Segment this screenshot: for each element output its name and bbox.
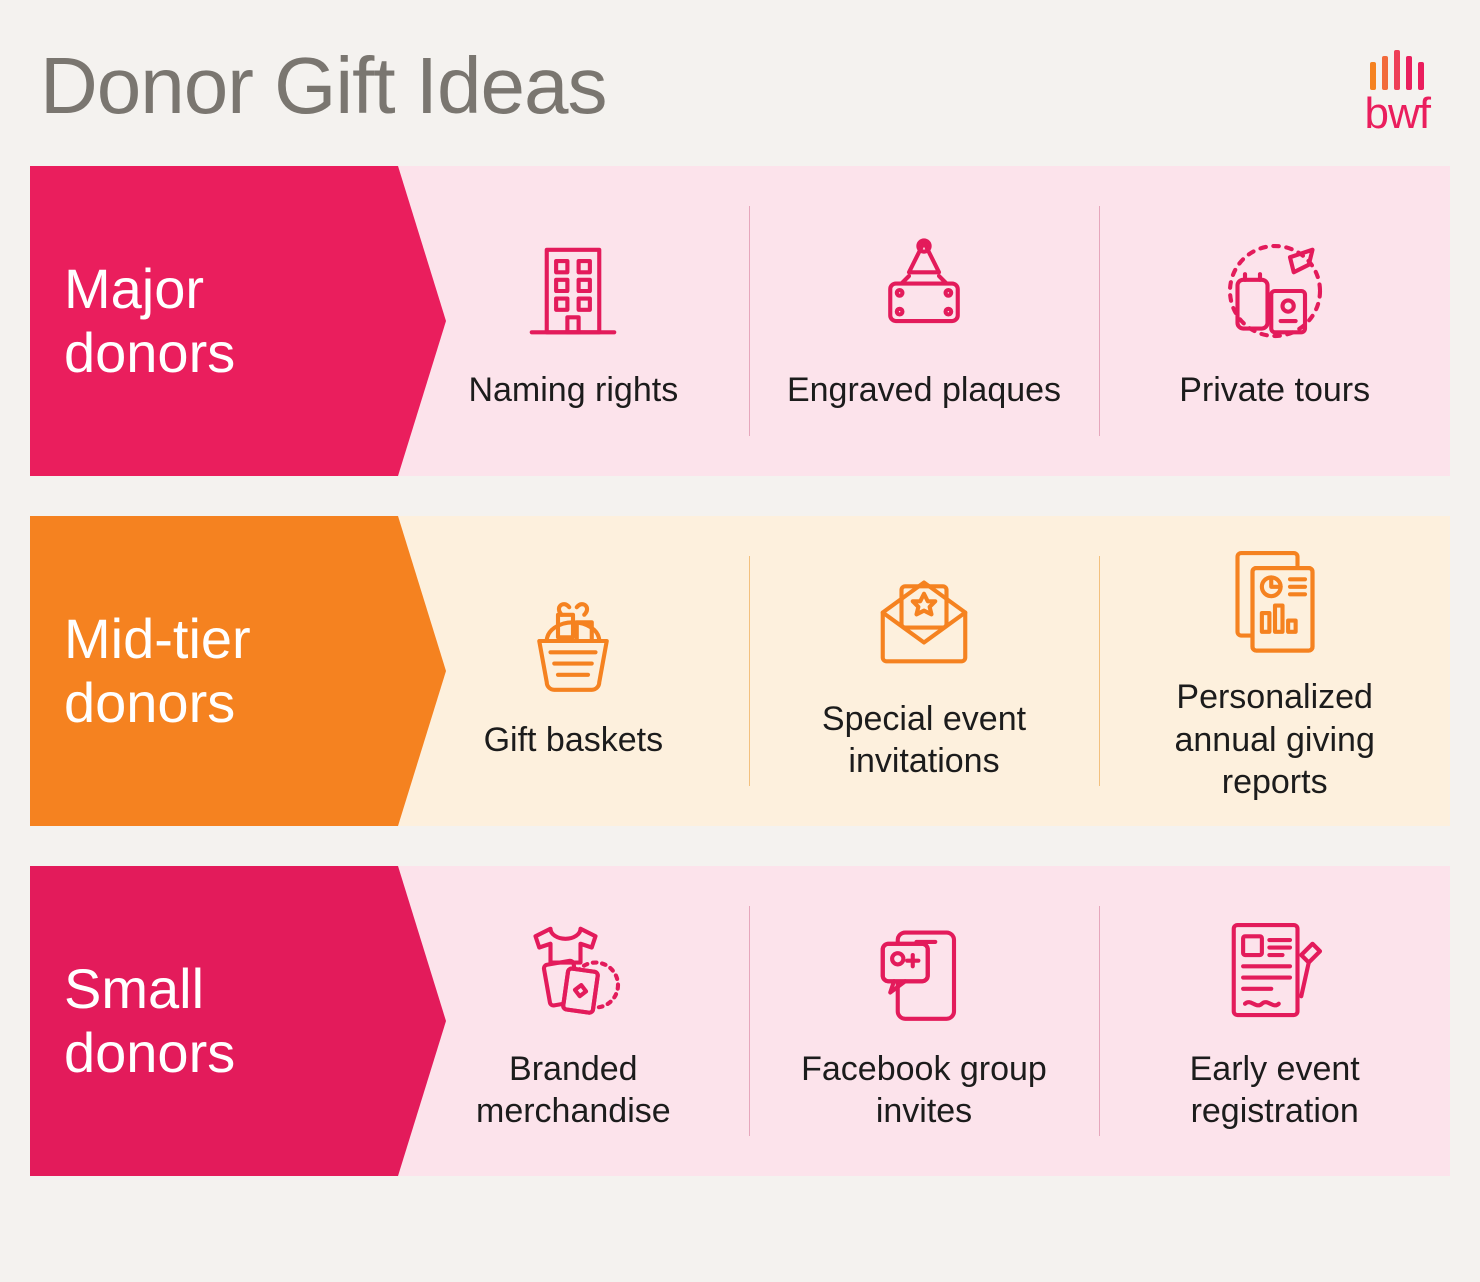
- form-icon: [1215, 910, 1335, 1030]
- basket-icon: [513, 581, 633, 701]
- gift-label: Facebook group invites: [784, 1048, 1064, 1133]
- tier-tag: Mid-tier donors: [30, 516, 398, 826]
- gift-label: Personalized annual giving reports: [1135, 676, 1415, 804]
- gift-item: Special event invitations: [749, 516, 1100, 826]
- tier-row: Mid-tier donors Gift baskets Special event…: [30, 516, 1450, 826]
- gift-label: Engraved plaques: [787, 369, 1061, 412]
- tier-tag: Small donors: [30, 866, 398, 1176]
- gift-item: Branded merchandise: [398, 866, 749, 1176]
- gift-item: Early event registration: [1099, 866, 1450, 1176]
- page-title: Donor Gift Ideas: [40, 40, 607, 132]
- tier-items: Gift baskets Special event invitations Per…: [398, 516, 1450, 826]
- tier-row: Small donors Branded merchandise Facebook …: [30, 866, 1450, 1176]
- gift-label: Private tours: [1179, 369, 1370, 412]
- gift-item: Facebook group invites: [749, 866, 1100, 1176]
- tier-row: Major donors Naming rights Engraved plaque…: [30, 166, 1450, 476]
- gift-label: Branded merchandise: [433, 1048, 713, 1133]
- tier-label: Major donors: [64, 257, 348, 386]
- gift-label: Naming rights: [468, 369, 678, 412]
- tier-items: Naming rights Engraved plaques Private tou…: [398, 166, 1450, 476]
- gift-item: Engraved plaques: [749, 166, 1100, 476]
- plaque-icon: [864, 231, 984, 351]
- logo-bars-icon: [1370, 48, 1424, 90]
- gift-item: Personalized annual giving reports: [1099, 516, 1450, 826]
- gift-label: Gift baskets: [484, 719, 664, 762]
- logo-text: bwf: [1365, 92, 1430, 136]
- building-icon: [513, 231, 633, 351]
- tier-items: Branded merchandise Facebook group invite…: [398, 866, 1450, 1176]
- social-icon: [864, 910, 984, 1030]
- gift-item: Naming rights: [398, 166, 749, 476]
- gift-item: Gift baskets: [398, 516, 749, 826]
- gift-item: Private tours: [1099, 166, 1450, 476]
- tier-tag: Major donors: [30, 166, 398, 476]
- report-icon: [1215, 538, 1335, 658]
- tier-label: Mid-tier donors: [64, 607, 348, 736]
- header: Donor Gift Ideas bwf: [30, 30, 1450, 166]
- envelope-icon: [864, 560, 984, 680]
- merch-icon: [513, 910, 633, 1030]
- tier-rows: Major donors Naming rights Engraved plaque…: [30, 166, 1450, 1176]
- travel-icon: [1215, 231, 1335, 351]
- gift-label: Early event registration: [1135, 1048, 1415, 1133]
- bwf-logo: bwf: [1365, 48, 1430, 136]
- tier-label: Small donors: [64, 957, 348, 1086]
- gift-label: Special event invitations: [784, 698, 1064, 783]
